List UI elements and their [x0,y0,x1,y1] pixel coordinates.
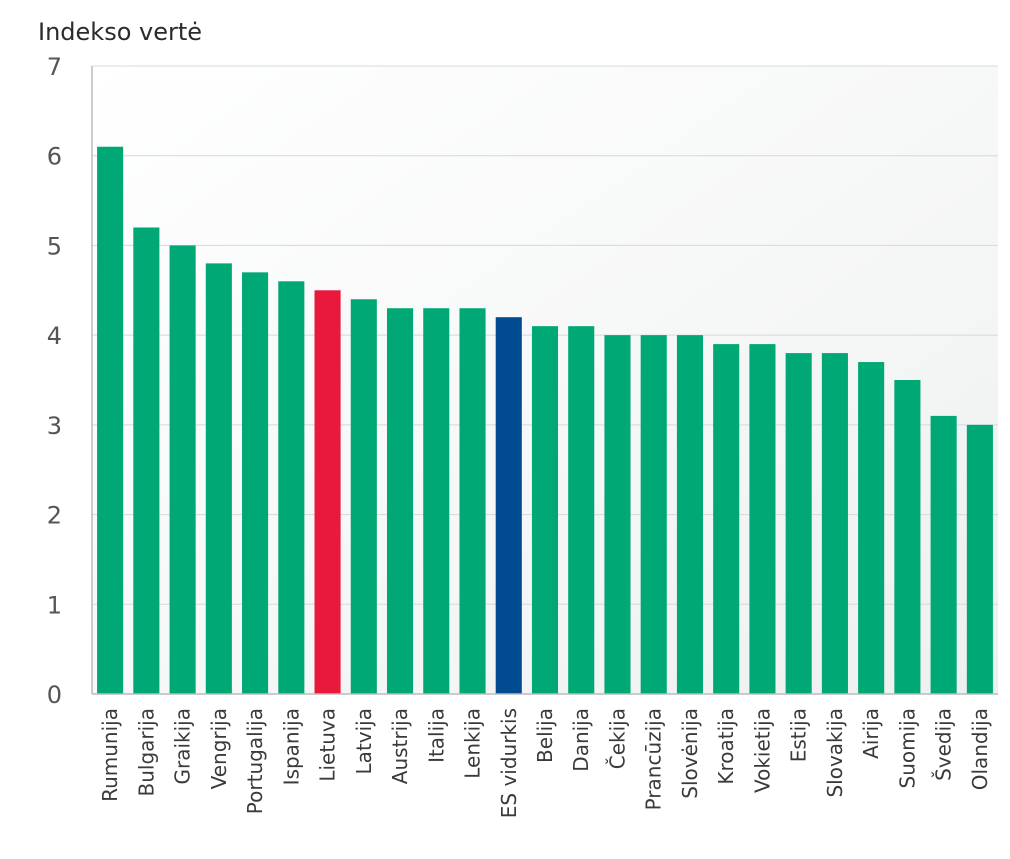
x-tick-label: Vokietija [750,708,774,793]
x-tick-label: Lenkija [461,708,485,779]
x-tick-label: Airija [859,708,883,759]
x-tick-label: Prancūzija [642,708,666,810]
bar-čekija [604,335,631,694]
y-tick-label: 0 [47,681,62,709]
x-tick-label: Danija [569,708,593,772]
axes [91,66,998,695]
x-tick-label: Slovėnija [678,708,702,799]
bar-vokietija [749,344,776,694]
bar-portugalija [242,272,269,694]
x-tick-label: Olandija [968,708,992,790]
bar-slovakija [821,353,848,694]
bar-lietuva [314,290,341,694]
bar-švedija [930,415,957,694]
bar-rumunija [97,146,124,695]
bar-slovėnija [676,335,703,694]
bar-es-vidurkis [495,317,522,694]
x-tick-label: Latvija [352,708,376,774]
x-tick-label: Portugalija [243,708,267,814]
x-tick-label: Suomija [895,708,919,788]
x-tick-label: Kroatija [714,708,738,785]
bar-vengrija [205,263,232,694]
bar-estija [785,353,812,694]
bar-lenkija [459,308,486,694]
bar-austrija [386,308,414,694]
bar-graikija [169,245,196,694]
x-tick-label: Slovakija [823,708,847,798]
x-tick-label: Estija [787,708,811,762]
x-tick-label: Čekija [605,708,629,769]
y-tick-label: 5 [47,232,62,260]
bar-italija [423,308,450,694]
x-tick-label: Lietuva [316,708,340,782]
x-tick-label: Ispanija [279,708,303,785]
y-axis-label: Indekso vertė [38,18,202,46]
x-tick-label: ES vidurkis [497,708,521,818]
bar-prancūzija [640,335,667,694]
bar-suomija [894,380,921,694]
x-tick-label: Švedija [932,708,956,781]
x-tick-label: Graikija [171,708,195,784]
x-tick-label: Vengrija [207,708,231,789]
bar-olandija [966,424,993,694]
y-tick-label: 7 [47,53,62,81]
y-tick-label: 3 [47,412,62,440]
x-tick-label: Bulgarija [134,708,158,797]
x-tick-label: Italija [424,708,448,763]
bars [97,146,993,695]
bar-airija [858,362,885,694]
y-tick-label: 1 [47,591,62,619]
bar-ispanija [278,281,305,694]
bar-kroatija [713,344,740,694]
y-tick-labels: 0 1 2 3 4 5 6 7 [47,53,62,709]
y-tick-label: 4 [47,322,62,350]
x-tick-label: Rumunija [98,708,122,802]
x-tick-label: Belija [533,708,557,763]
y-tick-label: 2 [47,502,62,530]
bar-latvija [350,299,377,694]
x-tick-labels: Rumunija Bulgarija Graikija Vengrija Portuga… [98,708,992,818]
bar-belija [531,326,559,694]
x-tick-label: Austrija [388,708,412,784]
bar-danija [568,326,595,694]
y-tick-label: 6 [47,143,62,171]
bar-bulgarija [133,227,160,695]
